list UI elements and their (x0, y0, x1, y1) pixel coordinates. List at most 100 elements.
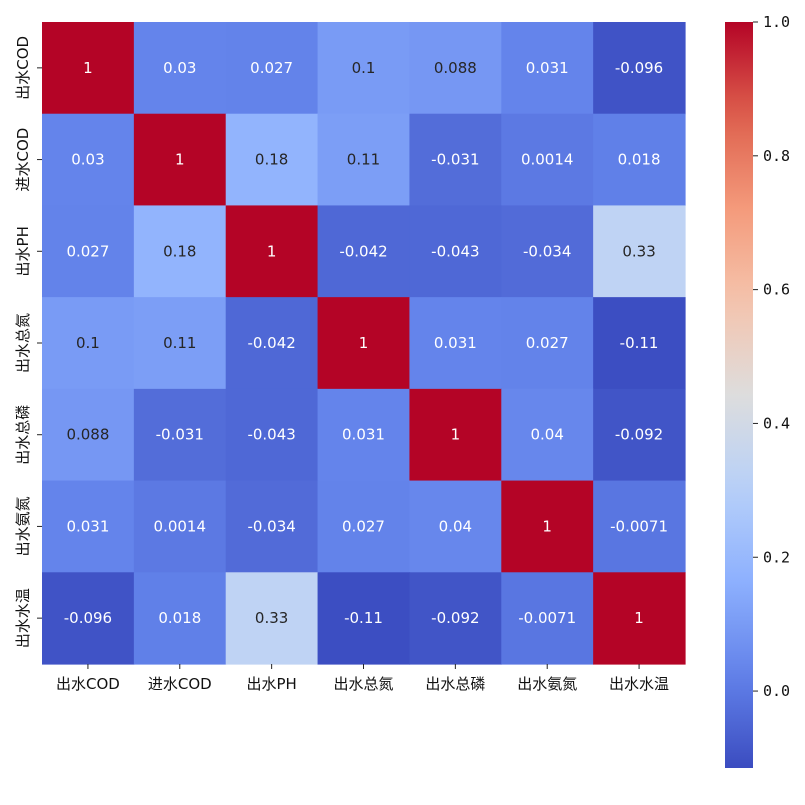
cell-value-label: 0.027 (526, 334, 569, 352)
cell-value-label: 0.1 (352, 59, 376, 77)
heatmap-cell (225, 22, 319, 115)
cell-value-label: 0.03 (163, 59, 196, 77)
cell-value-label: -0.034 (523, 242, 571, 260)
cell-value-label: 0.031 (434, 334, 477, 352)
x-tick-label: 出水水温 (609, 675, 669, 693)
cell-value-label: 0.1 (76, 334, 100, 352)
colorbar-tick-label: 0.2 (763, 548, 790, 566)
x-tick-label: 出水氨氮 (517, 675, 577, 693)
colorbar: 0.0 0.2 0.4 0.6 0.8 1.0 (725, 13, 790, 768)
heatmap-cell (593, 572, 686, 665)
heatmap-cell (42, 22, 135, 115)
heatmap-cell (133, 572, 227, 665)
y-tick-label: 进水COD (14, 128, 32, 192)
x-axis-ticks: 出水COD 进水COD 出水PH 出水总氮 出水总磷 出水氨氮 出水水温 (56, 664, 669, 693)
cell-value-label: 0.031 (526, 59, 569, 77)
cell-value-label: -0.092 (431, 609, 479, 627)
cell-value-label: -0.096 (615, 59, 663, 77)
cell-value-label: 1 (359, 334, 369, 352)
heatmap-cell (317, 205, 411, 298)
cell-value-label: 0.088 (66, 426, 109, 444)
cell-value-label: 0.0014 (154, 517, 207, 535)
cell-value-label: 0.088 (434, 59, 477, 77)
cell-value-label: 1 (634, 609, 644, 627)
cell-value-label: 0.11 (347, 151, 380, 169)
cell-value-label: 0.18 (255, 151, 288, 169)
cell-value-label: 1 (175, 151, 185, 169)
cell-value-label: -0.092 (615, 426, 663, 444)
cell-value-label: 0.18 (163, 242, 196, 260)
cell-value-label: 0.031 (342, 426, 385, 444)
heatmap-cell (225, 480, 319, 573)
cell-value-label: 0.03 (71, 151, 104, 169)
heatmap-cell (42, 297, 135, 390)
heatmap-cell (409, 113, 502, 207)
heatmap-cell (409, 572, 502, 665)
heatmap-cell (317, 388, 411, 482)
heatmap-cell (42, 572, 135, 665)
x-tick-label: 进水COD (148, 675, 212, 693)
heatmap-cell (42, 205, 135, 298)
cell-value-label: 0.33 (255, 609, 288, 627)
cell-value-label: -0.043 (431, 242, 479, 260)
heatmap-cell (501, 388, 594, 482)
cell-value-label: 0.33 (622, 242, 655, 260)
x-tick-label: 出水COD (56, 675, 120, 693)
heatmap-cell (225, 572, 319, 665)
cell-value-label: -0.096 (64, 609, 112, 627)
y-tick-label: 出水总磷 (14, 405, 32, 465)
cell-value-label: -0.042 (247, 334, 295, 352)
heatmap-cell (409, 205, 502, 298)
cell-value-label: 0.018 (158, 609, 201, 627)
heatmap-cell (593, 22, 686, 115)
heatmap-cell (225, 388, 319, 482)
y-tick-label: 出水氨氮 (14, 496, 32, 556)
y-tick-label: 出水总氮 (14, 313, 32, 373)
cell-value-label: -0.11 (344, 609, 383, 627)
heatmap-cell (133, 22, 227, 115)
x-tick-label: 出水总氮 (333, 675, 393, 693)
cell-value-label: -0.043 (247, 426, 295, 444)
cell-value-label: 0.04 (439, 517, 472, 535)
heatmap-cell (225, 297, 319, 390)
colorbar-gradient (725, 22, 753, 768)
cell-value-label: -0.042 (339, 242, 387, 260)
heatmap-cell (225, 113, 319, 207)
heatmap-cell (593, 480, 686, 573)
cell-value-label: 0.031 (66, 517, 109, 535)
y-tick-label: 出水PH (14, 226, 32, 276)
heatmap-cell (317, 22, 411, 115)
cell-value-label: -0.031 (431, 151, 479, 169)
heatmap-cell (133, 297, 227, 390)
cell-value-label: -0.031 (156, 426, 204, 444)
cell-value-label: 0.027 (342, 517, 385, 535)
heatmap-cell (42, 388, 135, 482)
cell-value-label: 0.027 (250, 59, 293, 77)
heatmap-cell (317, 297, 411, 390)
colorbar-tick-label: 0.4 (763, 414, 790, 432)
heatmap-cell (42, 480, 135, 573)
heatmap-cell (317, 113, 411, 207)
cell-value-label: -0.11 (620, 334, 659, 352)
heatmap-cell (409, 480, 502, 573)
colorbar-tick-label: 0.0 (763, 682, 790, 700)
colorbar-tick-label: 0.6 (763, 281, 790, 299)
heatmap-cell (501, 113, 594, 207)
heatmap-cell (593, 297, 686, 390)
heatmap-cell (133, 388, 227, 482)
cell-value-label: 1 (451, 426, 461, 444)
y-tick-label: 出水水温 (14, 588, 32, 648)
heatmap-cell (593, 113, 686, 207)
heatmap-cell (501, 480, 594, 573)
x-tick-label: 出水PH (246, 675, 296, 693)
heatmap-cell (133, 205, 227, 298)
cell-value-label: -0.034 (247, 517, 295, 535)
cell-value-label: -0.0071 (518, 609, 576, 627)
cell-value-label: 1 (267, 242, 277, 260)
heatmap-cell (501, 22, 594, 115)
heatmap-cell (409, 297, 502, 390)
cell-value-label: -0.0071 (610, 517, 668, 535)
